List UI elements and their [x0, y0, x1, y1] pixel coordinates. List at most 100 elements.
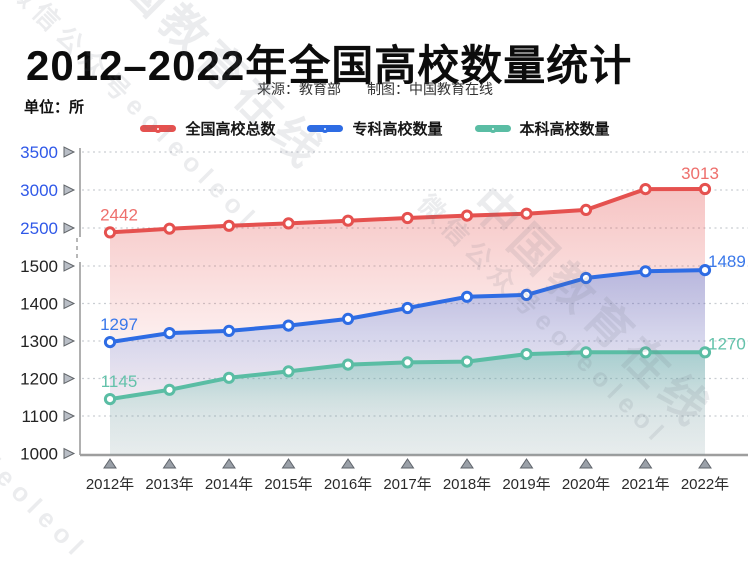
- x-tick-triangle-icon: [400, 458, 415, 469]
- data-point: [460, 290, 474, 303]
- data-point: [401, 301, 414, 315]
- x-tick-label: 2017年: [383, 476, 431, 493]
- x-tick-triangle-icon: [103, 458, 117, 469]
- y-tick-arrow-icon: [63, 222, 76, 234]
- legend-dot-icon: [488, 124, 497, 133]
- y-tick-label: 3000: [20, 181, 58, 200]
- x-tick-triangle-icon: [579, 458, 593, 469]
- series-line: [103, 346, 712, 406]
- x-tick-layer: 2012年 2013年 2014年 2015年 2016年 2017年 2018年 2019年…: [86, 458, 729, 493]
- data-point: [460, 355, 474, 368]
- data-point: [639, 183, 652, 196]
- data-point: [401, 356, 414, 369]
- y-tick-label: 1200: [20, 370, 58, 389]
- legend-line-dot-icon: [474, 124, 511, 133]
- data-point: [282, 319, 295, 332]
- x-tick-triangle-icon: [638, 458, 653, 469]
- data-point: [460, 209, 474, 222]
- source-label: 来源：教育部: [257, 81, 341, 97]
- series-line: [103, 264, 712, 349]
- x-tick-triangle-icon: [519, 458, 534, 469]
- legend-item-benke: 本科高校数量: [474, 118, 610, 139]
- data-point: [698, 346, 712, 359]
- y-axis: [76, 148, 81, 455]
- y-tick-label: 1300: [20, 332, 58, 351]
- y-tick-arrow-icon: [63, 184, 76, 196]
- unit-label: 单位：所: [24, 99, 85, 116]
- legend-line-dot-icon: [307, 124, 344, 133]
- data-point: [639, 346, 652, 359]
- series-first-value-label: 1145: [101, 372, 138, 391]
- data-point: [163, 383, 176, 396]
- legend: 全国高校总数 专科高校数量 本科高校数量: [0, 118, 750, 139]
- x-tick-label: 2021年: [621, 476, 669, 493]
- series-last-value-label: 1489: [708, 252, 746, 271]
- y-tick-label: 3500: [20, 143, 58, 162]
- chart-canvas: 2442 3013 1297 1489 1145 1270 3500 3000 2500 1500…: [20, 143, 748, 493]
- y-tick-label: 1100: [21, 407, 58, 426]
- data-point: [698, 264, 712, 277]
- data-point: [163, 327, 176, 340]
- y-tick-arrow-icon: [63, 146, 76, 158]
- data-point: [282, 365, 295, 378]
- x-tick-triangle-icon: [162, 458, 177, 469]
- series-first-value-label: 1297: [100, 315, 138, 334]
- x-tick-label: 2015年: [264, 476, 312, 493]
- data-point: [698, 182, 712, 196]
- data-point: [520, 348, 533, 361]
- legend-label: 专科高校数量: [352, 121, 443, 138]
- x-tick-label: 2020年: [562, 476, 610, 493]
- data-point: [163, 222, 176, 235]
- data-point: [341, 312, 355, 325]
- data-point: [520, 288, 533, 301]
- data-point: [103, 226, 117, 239]
- data-point: [341, 358, 355, 371]
- legend-line-dot-icon: [140, 124, 177, 133]
- y-tick-arrow-icon: [63, 260, 76, 272]
- y-tick-arrow-icon: [63, 372, 76, 385]
- series-last-value-label: 1270: [708, 334, 746, 353]
- data-point: [520, 207, 533, 220]
- data-point: [282, 217, 295, 230]
- x-tick-label: 2013年: [145, 476, 193, 493]
- x-tick-triangle-icon: [281, 458, 296, 469]
- legend-dot-icon: [321, 124, 330, 133]
- page-title: 2012–2022年全国高校数量统计: [26, 42, 633, 90]
- series-first-value-label: 2442: [100, 205, 138, 224]
- data-point: [222, 371, 236, 384]
- data-point: [222, 324, 236, 337]
- data-point: [103, 336, 117, 349]
- data-point: [579, 346, 593, 359]
- y-tick-arrow-icon: [63, 410, 76, 422]
- x-tick-label: 2022年: [681, 476, 729, 493]
- x-tick-triangle-icon: [460, 458, 474, 469]
- series-area: [110, 352, 705, 455]
- data-point: [401, 211, 414, 225]
- legend-label: 本科高校数量: [519, 121, 610, 138]
- x-tick-triangle-icon: [698, 458, 712, 469]
- y-tick-label: 1400: [20, 295, 58, 314]
- data-point: [103, 393, 117, 406]
- credit-label: 制图：中国教育在线: [367, 81, 493, 97]
- x-tick-label: 2019年: [502, 476, 550, 493]
- x-tick-triangle-icon: [222, 458, 236, 469]
- legend-label: 全国高校总数: [185, 121, 276, 138]
- subtitle: 来源：教育部 制图：中国教育在线: [0, 79, 750, 99]
- legend-item-total: 全国高校总数: [140, 118, 275, 139]
- data-point: [222, 219, 236, 232]
- data-point: [579, 271, 593, 285]
- legend-item-zhuanke: 专科高校数量: [307, 118, 443, 139]
- y-tick-label: 2500: [20, 219, 58, 238]
- series-last-value-label: 3013: [681, 164, 719, 183]
- y-tick-label: 1000: [20, 445, 58, 464]
- y-tick-layer: 3500 3000 2500 1500 1400 1300 1200 1100 1000: [20, 143, 76, 464]
- x-tick-label: 2016年: [324, 476, 372, 493]
- x-tick-label: 2012年: [86, 476, 134, 493]
- x-tick-triangle-icon: [341, 458, 355, 469]
- x-tick-label: 2014年: [205, 476, 253, 493]
- y-tick-arrow-icon: [63, 335, 76, 347]
- y-tick-arrow-icon: [63, 447, 76, 460]
- legend-dot-icon: [154, 124, 163, 133]
- data-point: [341, 214, 355, 227]
- series-line: [103, 182, 712, 239]
